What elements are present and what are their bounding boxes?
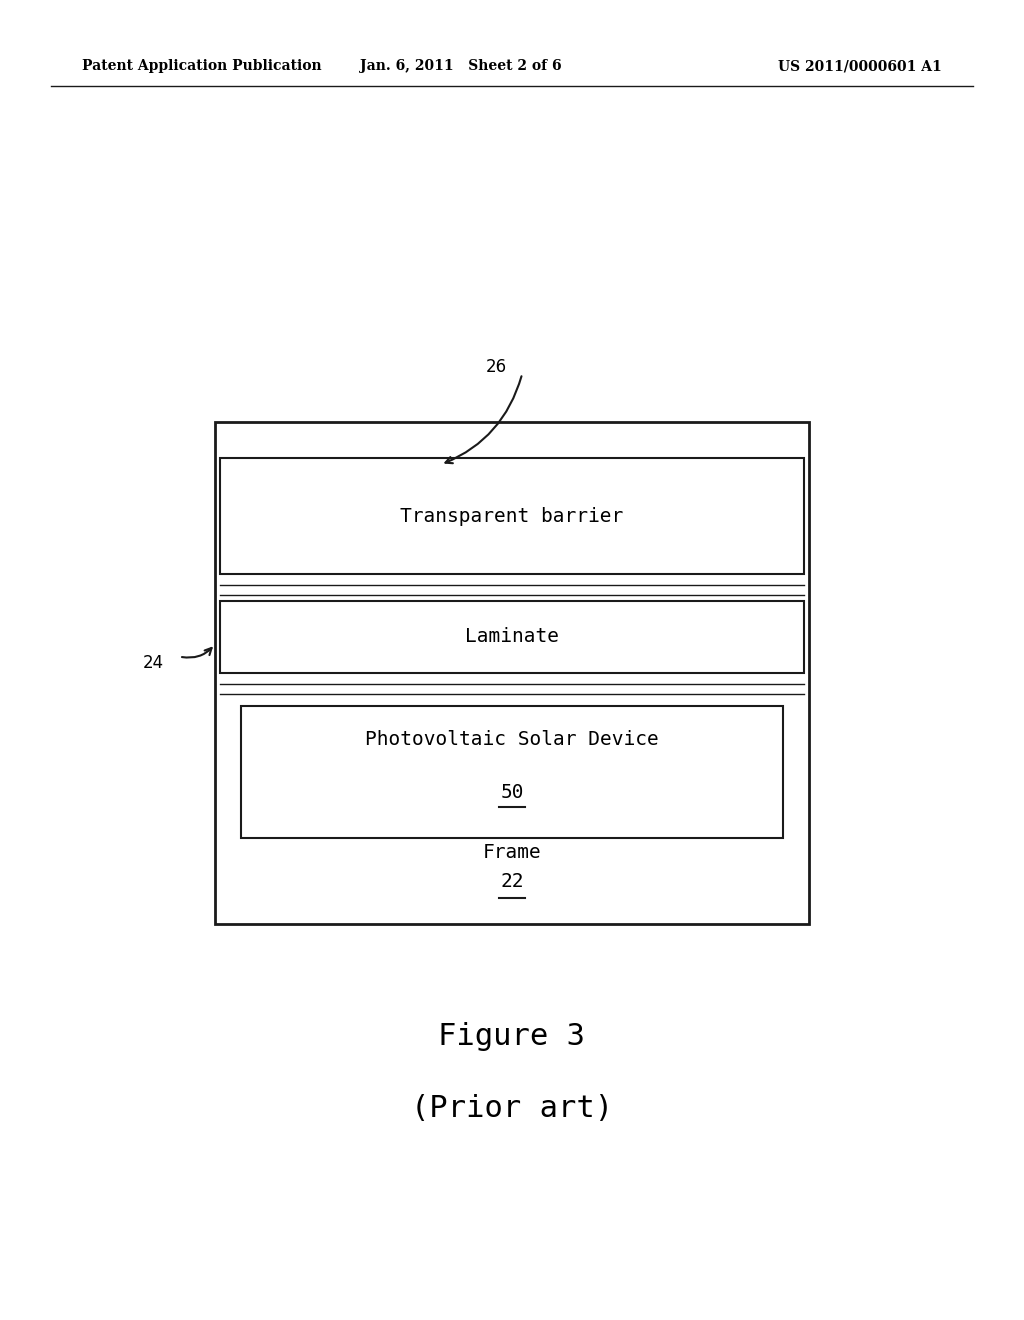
Text: 50: 50 bbox=[501, 783, 523, 801]
Text: Laminate: Laminate bbox=[465, 627, 559, 647]
Text: 22: 22 bbox=[501, 873, 523, 891]
FancyArrowPatch shape bbox=[445, 376, 521, 463]
Text: (Prior art): (Prior art) bbox=[411, 1094, 613, 1123]
FancyBboxPatch shape bbox=[220, 458, 804, 574]
Text: US 2011/0000601 A1: US 2011/0000601 A1 bbox=[778, 59, 942, 74]
FancyBboxPatch shape bbox=[241, 706, 783, 838]
Text: 24: 24 bbox=[142, 655, 164, 672]
Text: Photovoltaic Solar Device: Photovoltaic Solar Device bbox=[366, 730, 658, 748]
Text: 26: 26 bbox=[485, 358, 507, 376]
Text: Jan. 6, 2011   Sheet 2 of 6: Jan. 6, 2011 Sheet 2 of 6 bbox=[360, 59, 561, 74]
Text: Frame: Frame bbox=[482, 843, 542, 862]
FancyBboxPatch shape bbox=[215, 422, 809, 924]
Text: Figure 3: Figure 3 bbox=[438, 1022, 586, 1051]
FancyBboxPatch shape bbox=[220, 601, 804, 673]
Text: Patent Application Publication: Patent Application Publication bbox=[82, 59, 322, 74]
FancyArrowPatch shape bbox=[182, 648, 212, 657]
Text: Transparent barrier: Transparent barrier bbox=[400, 507, 624, 525]
